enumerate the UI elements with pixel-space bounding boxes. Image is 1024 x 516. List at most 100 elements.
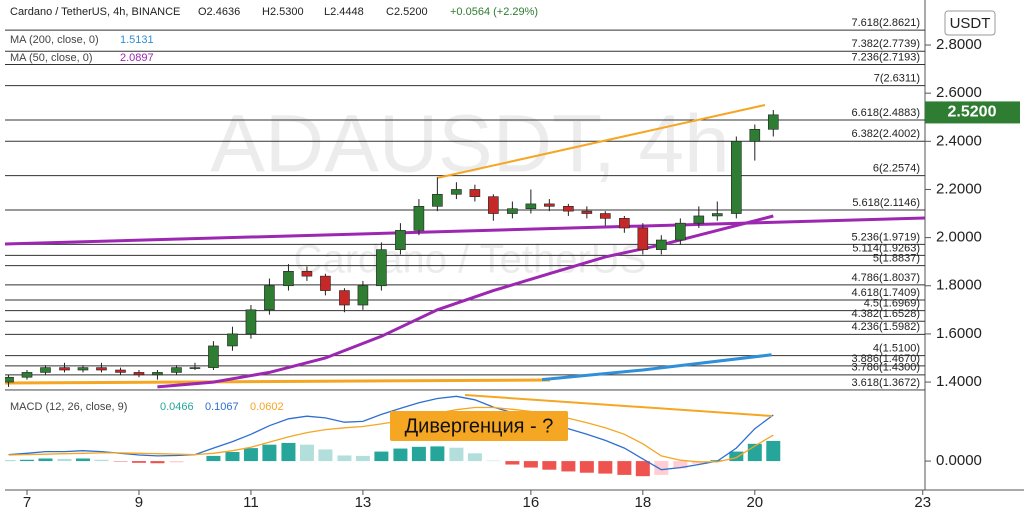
histogram-bar [169,461,184,463]
fib-label: 5(1.8837) [873,253,920,265]
candle-body [301,271,313,277]
ohlc-value: +0.0564 (+2.29%) [450,6,538,18]
candle-body [711,213,723,217]
candle-body [115,369,126,373]
candle-body [245,309,257,335]
x-tick-label: 16 [523,494,540,511]
macd-legend-value: 0.0466 [160,401,194,413]
annotation-box [390,411,568,441]
fib-label: 6(2.2574) [873,163,920,175]
histogram-bar [766,440,781,462]
candle-body [525,203,537,210]
candle-body [59,367,70,371]
y-tick-label: 1.8000 [936,277,982,294]
histogram-bar [20,459,35,462]
candle-body [656,239,667,250]
y-tick-label: 2.2000 [936,180,982,197]
watermark: ADAUSDT, 4h [210,99,730,190]
histogram-bar [654,461,669,475]
histogram-bar [281,442,296,462]
candle-body [227,333,238,347]
macd-pane [5,394,781,477]
fib-label: 4(1.5100) [873,342,920,354]
fib-label: 5.114(1.9263) [852,242,920,254]
ohlc-value: C2.5200 [386,6,428,18]
candle-body [264,285,275,311]
histogram-bar [542,461,557,470]
candle-body [96,367,107,371]
y-tick-label: 1.4000 [936,373,982,390]
fib-label: 5.618(2.1146) [852,197,920,209]
fib-label: 4.236(1.5982) [852,321,921,333]
candle-body [133,372,145,376]
candle-body [675,222,686,241]
candle-body [619,218,630,229]
legend-label: MA (50, close, 0) [10,52,93,64]
currency: USDT [950,15,991,32]
fib-label: 6.618(2.4883) [852,107,921,119]
y-tick-label: 2.8000 [936,36,982,53]
y-tick-label: 2.0000 [936,229,982,246]
candle-body [451,189,462,195]
fib-label: 4.618(1.7409) [852,287,921,299]
candle-body [749,128,761,142]
histogram-bar [75,458,90,462]
fib-label: 3.786(1.4300) [852,362,921,374]
candle-body [208,345,219,368]
legend-value: 2.0897 [120,52,154,64]
watermark: Cardano / TetherUS [294,238,647,282]
macd-legend-value: 0.0602 [250,401,284,413]
histogram-bar [355,455,370,462]
histogram-bar [131,461,146,463]
candle-body [339,290,350,306]
fib-label: 7(2.6311) [874,73,920,85]
ohlc-value: L2.4448 [324,6,364,18]
histogram-bar [430,446,445,462]
histogram-bar [467,453,482,462]
x-tick-label: 20 [746,494,763,511]
histogram-bar [505,461,520,465]
y-tick-label: 0.0000 [936,452,982,469]
fib-label: 7.236(2.7193) [852,51,921,63]
fib-label: 7.382(2.7739) [852,38,921,50]
histogram-bar [38,458,53,462]
candle-body [731,141,742,214]
legend-label: MA (200, close, 0) [10,34,99,46]
trendline [5,378,551,385]
histogram-bar [243,448,258,462]
ma-line [157,214,774,389]
trendline [436,104,766,179]
fib-label: 6.382(2.4002) [852,128,921,140]
ma-line [541,353,772,382]
candle-body [21,372,33,378]
legend-value: 1.5131 [120,34,154,46]
x-tick-label: 7 [23,494,31,511]
candle-body [152,372,163,376]
x-tick-label: 18 [634,494,651,511]
fib-label: 3.618(1.3672) [852,377,921,389]
candle-body [488,196,499,214]
histogram-bar [523,461,538,468]
fib-label: 3.886(1.4670) [852,353,921,365]
histogram-bar [635,461,650,477]
divergence-line [464,394,773,417]
candle-body [637,227,649,250]
histogram-bar [449,447,464,462]
candle-body [171,367,182,373]
candle-body [563,206,574,212]
histogram-bar [337,455,352,462]
candle-body [413,206,425,231]
candle-body [320,275,331,291]
histogram-bar [150,461,165,464]
candle-body [283,271,294,287]
ohlc-value: H2.5300 [262,6,304,18]
histogram-bar [262,444,277,462]
y-tick-label: 2.4000 [936,132,982,149]
candle-body [693,215,705,224]
candle-body [432,193,443,207]
x-tick-label: 13 [355,494,372,511]
histogram-bar [598,461,613,474]
main-pane [5,29,925,390]
candle-body [469,189,481,197]
